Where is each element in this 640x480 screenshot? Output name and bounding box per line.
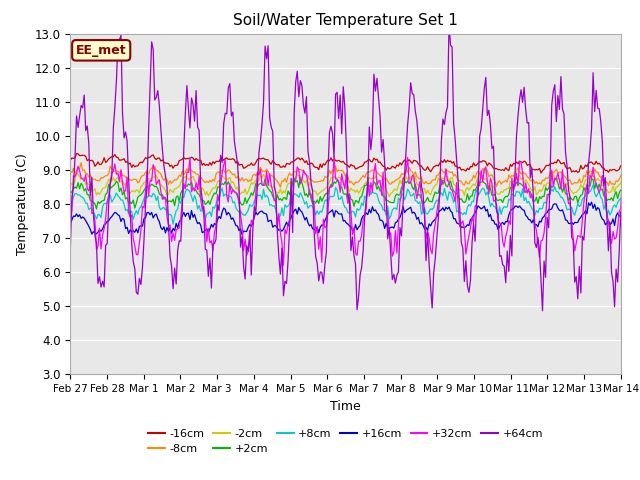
Y-axis label: Temperature (C): Temperature (C): [16, 153, 29, 255]
X-axis label: Time: Time: [330, 400, 361, 413]
Text: EE_met: EE_met: [76, 44, 127, 57]
Title: Soil/Water Temperature Set 1: Soil/Water Temperature Set 1: [233, 13, 458, 28]
Legend: -16cm, -8cm, -2cm, +2cm, +8cm, +16cm, +32cm, +64cm: -16cm, -8cm, -2cm, +2cm, +8cm, +16cm, +3…: [144, 424, 547, 459]
